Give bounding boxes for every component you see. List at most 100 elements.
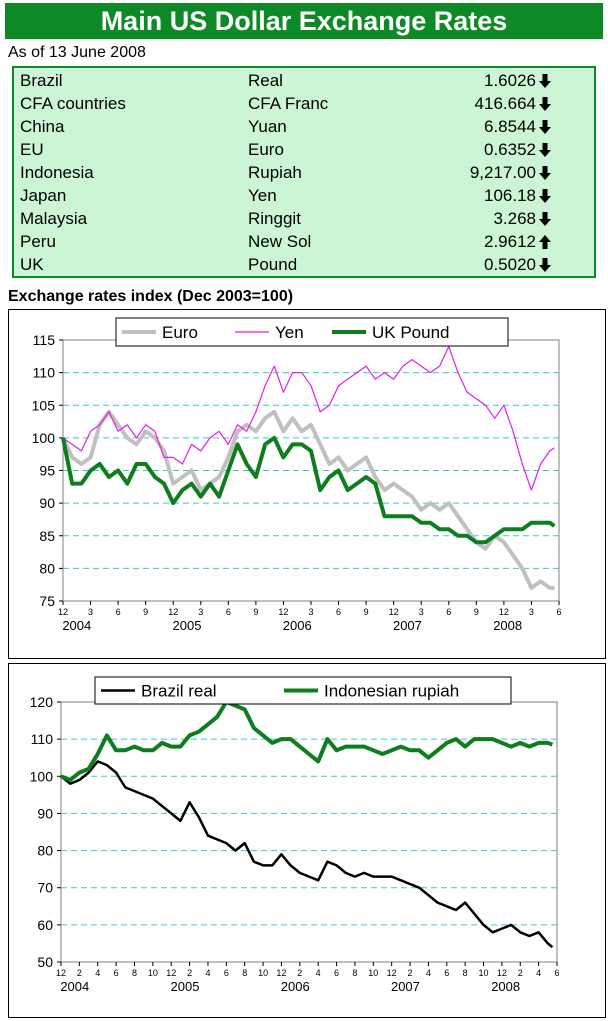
arrow-down-icon	[539, 74, 551, 88]
x-year-label: 2008	[491, 979, 520, 994]
x-year-label: 2004	[62, 618, 91, 633]
x-tick-label: 6	[556, 607, 561, 617]
x-tick-label: 8	[463, 968, 468, 978]
rate-country: Indonesia	[20, 163, 94, 182]
rate-currency: Yen	[248, 186, 277, 205]
rate-currency: Yuan	[248, 117, 287, 136]
legend-label: UK Pound	[372, 323, 450, 342]
rate-value: 106.18	[484, 186, 536, 205]
rate-value: 416.664	[474, 94, 536, 113]
x-tick-label: 10	[479, 968, 489, 978]
rate-currency: Euro	[248, 140, 284, 159]
x-tick-label: 6	[224, 968, 229, 978]
rate-row: Malaysia Ringgit 3.268	[14, 207, 594, 230]
rate-row: CFA countries CFA Franc 416.664	[14, 92, 594, 115]
rate-row: EU Euro 0.6352	[14, 138, 594, 161]
arrow-down-icon	[539, 258, 551, 272]
x-year-label: 2006	[283, 618, 312, 633]
x-tick-label: 12	[387, 968, 397, 978]
x-tick-label: 2	[297, 968, 302, 978]
arrow-down-icon	[539, 166, 551, 180]
x-tick-label: 3	[529, 607, 534, 617]
x-tick-label: 9	[253, 607, 258, 617]
rate-country: Malaysia	[20, 209, 88, 228]
y-tick-label: 110	[31, 731, 54, 747]
rate-country: China	[20, 117, 65, 136]
legend-label: Brazil real	[141, 682, 217, 701]
chart1-panel: 75 80 85 90 95 100 105 110 115 12 3 6 9 12 3 6 9 12 3 6 9 12 3…	[8, 309, 606, 659]
rate-value: 0.5020	[484, 255, 536, 274]
x-year-label: 2004	[60, 979, 89, 994]
y-tick-label: 95	[39, 463, 55, 479]
x-tick-label: 6	[116, 607, 121, 617]
x-tick-label: 6	[554, 968, 559, 978]
exchange-rates-table: Brazil Real 1.6026 CFA countries CFA Franc 41…	[12, 66, 596, 278]
y-tick-label: 100	[30, 768, 54, 784]
x-tick-label: 9	[364, 607, 369, 617]
series-line-indonesian-rupiah	[60, 700, 554, 782]
rate-row: Peru New Sol 2.9612	[14, 230, 594, 253]
arrow-down-icon	[539, 212, 551, 226]
rate-country: Japan	[20, 186, 67, 205]
x-tick-label: 12	[58, 607, 68, 617]
arrow-down-icon	[539, 120, 551, 134]
rate-value: 1.6026	[484, 71, 536, 90]
rate-currency: Real	[248, 71, 283, 90]
page-title: Main US Dollar Exchange Rates	[5, 3, 603, 39]
rate-currency: Ringgit	[248, 209, 301, 228]
rate-value: 2.9612	[484, 232, 536, 251]
legend-box	[115, 317, 509, 347]
x-tick-label: 4	[316, 968, 321, 978]
x-tick-label: 6	[226, 607, 231, 617]
rate-row: Indonesia Rupiah 9,217.00	[14, 161, 594, 184]
chart2-svg: 50 60 70 80 90 100 110 120 12 2 4 6 8 10 12 2 4 6 8 10 12 2 4 6…	[30, 676, 560, 994]
x-tick-label: 2	[77, 968, 82, 978]
chart1-svg: 75 80 85 90 95 100 105 110 115 12 3 6 9 12 3 6 9 12 3 6 9 12 3…	[32, 317, 562, 633]
x-tick-label: 9	[474, 607, 479, 617]
x-year-label: 2007	[391, 979, 420, 994]
x-year-label: 2005	[173, 618, 202, 633]
rate-currency: Pound	[248, 255, 298, 274]
x-tick-label: 3	[198, 607, 203, 617]
rate-value: 9,217.00	[469, 163, 536, 182]
x-tick-label: 6	[444, 968, 449, 978]
rate-value: 3.268	[493, 209, 536, 228]
y-tick-label: 100	[32, 430, 56, 446]
y-tick-label: 80	[37, 843, 53, 859]
y-tick-label: 90	[37, 805, 53, 821]
x-year-label: 2007	[393, 618, 422, 633]
x-tick-label: 6	[114, 968, 119, 978]
x-tick-label: 4	[536, 968, 541, 978]
arrow-down-icon	[539, 189, 551, 203]
x-tick-label: 12	[499, 607, 509, 617]
x-tick-label: 10	[258, 968, 268, 978]
x-tick-label: 10	[148, 968, 158, 978]
y-tick-label: 90	[39, 495, 55, 511]
rate-value: 6.8544	[484, 117, 536, 136]
series-line-yen	[62, 345, 555, 491]
y-tick-label: 75	[39, 593, 55, 609]
rate-row: Japan Yen 106.18	[14, 184, 594, 207]
x-tick-label: 3	[419, 607, 424, 617]
series-line-uk-pound	[61, 435, 556, 545]
y-tick-label: 70	[37, 880, 53, 896]
rate-value: 0.6352	[484, 140, 536, 159]
y-tick-label: 80	[39, 560, 55, 576]
x-tick-label: 6	[336, 607, 341, 617]
plot-area	[60, 701, 558, 963]
x-tick-label: 3	[308, 607, 313, 617]
x-tick-label: 12	[276, 968, 286, 978]
y-tick-label: 115	[33, 332, 56, 348]
x-tick-label: 10	[368, 968, 378, 978]
rate-row: China Yuan 6.8544	[14, 115, 594, 138]
x-tick-label: 2	[187, 968, 192, 978]
y-tick-label: 120	[30, 694, 54, 710]
rate-row: Brazil Real 1.6026	[14, 69, 594, 92]
x-tick-label: 4	[95, 968, 100, 978]
rate-country: Peru	[20, 232, 56, 251]
rate-country: Brazil	[20, 71, 63, 90]
rate-row: UK Pound 0.5020	[14, 253, 594, 276]
x-tick-label: 4	[205, 968, 210, 978]
rate-country: EU	[20, 140, 44, 159]
x-tick-label: 4	[426, 968, 431, 978]
